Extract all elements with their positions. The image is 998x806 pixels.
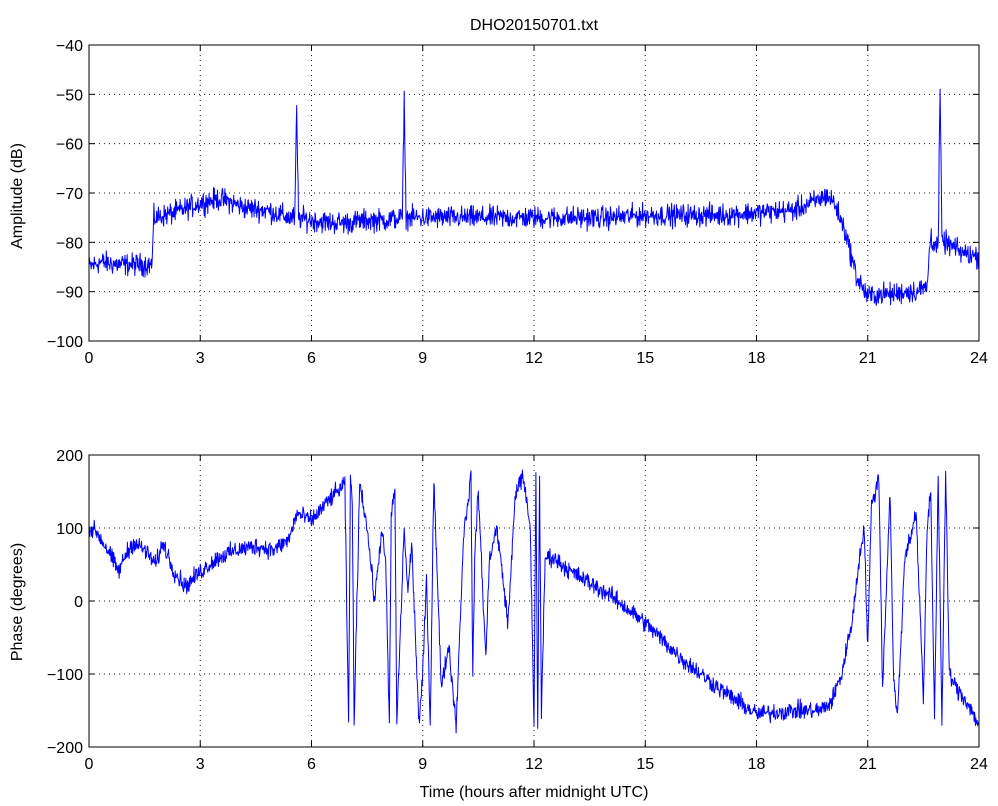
phase-x-tick-label: 6 bbox=[307, 756, 316, 773]
phase-y-tick-label: −200 bbox=[47, 740, 83, 757]
amplitude-x-tick-label: 12 bbox=[525, 350, 543, 367]
amplitude-y-axis-label: Amplitude (dB) bbox=[9, 143, 26, 249]
amplitude-y-tick-label: −70 bbox=[56, 186, 83, 203]
x-axis-label: Time (hours after midnight UTC) bbox=[420, 784, 649, 801]
amplitude-x-tick-label: 3 bbox=[196, 350, 205, 367]
phase-y-tick-label: 100 bbox=[56, 521, 83, 538]
phase-x-tick-label: 3 bbox=[196, 756, 205, 773]
amplitude-panel: DHO20150701.txt Amplitude (dB) 0 3 6 9 12 15 1… bbox=[9, 17, 988, 367]
phase-x-tick-label: 0 bbox=[85, 756, 94, 773]
amplitude-x-tick-label: 0 bbox=[85, 350, 94, 367]
chart-title: DHO20150701.txt bbox=[470, 17, 599, 34]
phase-y-tick-label: −100 bbox=[47, 667, 83, 684]
amplitude-y-tick-label: −50 bbox=[56, 87, 83, 104]
amplitude-x-tick-label: 6 bbox=[307, 350, 316, 367]
amplitude-x-tick-label: 9 bbox=[418, 350, 427, 367]
phase-axes-frame bbox=[88, 454, 980, 748]
phase-panel: Phase (degrees) Time (hours after midnig… bbox=[9, 448, 988, 801]
amplitude-y-tick-label: −90 bbox=[56, 285, 83, 302]
phase-trace bbox=[88, 469, 980, 734]
phase-x-tick-label: 24 bbox=[970, 756, 988, 773]
phase-y-axis-label: Phase (degrees) bbox=[9, 543, 26, 661]
phase-x-tick-label: 18 bbox=[748, 756, 766, 773]
phase-x-tick-label: 9 bbox=[418, 756, 427, 773]
amplitude-y-tick-label: −60 bbox=[56, 137, 83, 154]
amplitude-y-tick-label: −100 bbox=[47, 334, 83, 351]
amplitude-y-tick-label: −40 bbox=[56, 38, 83, 55]
phase-x-tick-label: 21 bbox=[859, 756, 877, 773]
amplitude-x-tick-label: 18 bbox=[748, 350, 766, 367]
phase-y-tick-label: 0 bbox=[74, 594, 83, 611]
amplitude-axes-frame bbox=[88, 44, 980, 342]
amplitude-trace bbox=[88, 88, 980, 306]
phase-y-tick-label: 200 bbox=[56, 448, 83, 465]
phase-x-tick-label: 12 bbox=[525, 756, 543, 773]
amplitude-x-tick-label: 15 bbox=[636, 350, 654, 367]
amplitude-x-tick-label: 24 bbox=[970, 350, 988, 367]
phase-x-tick-label: 15 bbox=[636, 756, 654, 773]
amplitude-x-tick-label: 21 bbox=[859, 350, 877, 367]
amplitude-y-tick-label: −80 bbox=[56, 235, 83, 252]
